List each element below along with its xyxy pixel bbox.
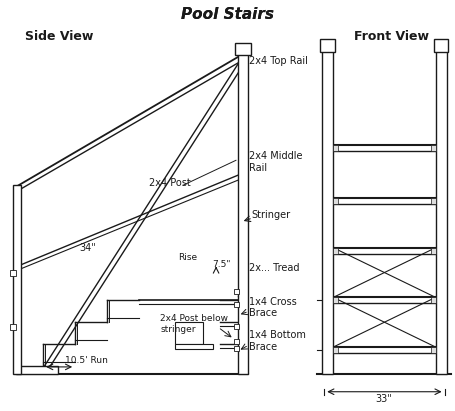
Bar [233,346,238,351]
Bar [238,53,248,374]
Text: Side View: Side View [25,30,93,43]
Bar [234,43,250,55]
Bar [430,198,435,204]
Text: Rise: Rise [178,253,197,262]
Bar [430,248,435,254]
Bar [175,344,212,349]
Bar [233,302,238,307]
Bar [433,39,448,52]
Text: 33": 33" [375,394,391,404]
Bar [10,270,16,275]
Bar [430,145,435,151]
Bar [333,298,338,303]
Bar [10,324,16,330]
Text: 10.5' Run: 10.5' Run [65,356,108,365]
Text: Pool Stairs: Pool Stairs [181,7,274,22]
Bar [320,39,334,52]
Bar [233,289,238,294]
Bar [16,366,58,374]
Bar [430,298,435,303]
Bar [435,51,445,374]
Text: 1x4 Cross
Brace: 1x4 Cross Brace [248,296,296,318]
Bar [333,347,338,353]
Bar [322,51,333,374]
Text: 2x4 Post below
stringer: 2x4 Post below stringer [160,314,228,334]
Text: 2x4 Post: 2x4 Post [148,178,190,188]
Bar [333,145,338,151]
Bar [233,339,238,344]
Bar [233,324,238,329]
Bar [333,198,338,204]
Text: 1x4 Bottom
Brace: 1x4 Bottom Brace [248,330,305,352]
Bar [333,248,338,254]
Bar [14,185,21,374]
Text: 2x4 Middle
Rail: 2x4 Middle Rail [248,152,302,173]
Text: 2x4 Top Rail: 2x4 Top Rail [248,56,307,66]
Bar [430,347,435,353]
Text: Pool Stairs: Pool Stairs [181,7,274,22]
Text: 34": 34" [79,243,96,253]
Text: 7.5": 7.5" [212,260,230,269]
Text: 2x... Tread: 2x... Tread [248,263,298,272]
Text: Stringer: Stringer [251,210,290,220]
Text: Front View: Front View [354,30,429,43]
Bar [175,322,203,344]
